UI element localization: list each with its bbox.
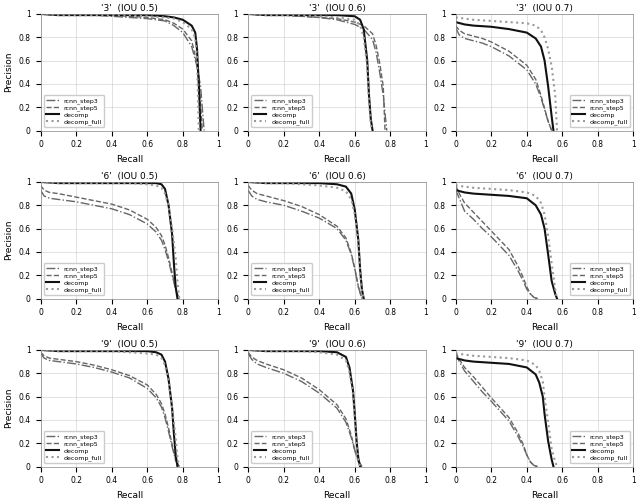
X-axis label: Recall: Recall	[323, 155, 351, 164]
Legend: rcnn_step3, rcnn_step5, decomp, decomp_full: rcnn_step3, rcnn_step5, decomp, decomp_f…	[252, 263, 312, 295]
X-axis label: Recall: Recall	[323, 323, 351, 332]
Legend: rcnn_step3, rcnn_step5, decomp, decomp_full: rcnn_step3, rcnn_step5, decomp, decomp_f…	[570, 95, 630, 128]
X-axis label: Recall: Recall	[116, 155, 143, 164]
Title: '9'  (IOU 0.5): '9' (IOU 0.5)	[101, 340, 158, 349]
Legend: rcnn_step3, rcnn_step5, decomp, decomp_full: rcnn_step3, rcnn_step5, decomp, decomp_f…	[44, 263, 104, 295]
Title: '9'  (IOU 0.6): '9' (IOU 0.6)	[308, 340, 365, 349]
Legend: rcnn_step3, rcnn_step5, decomp, decomp_full: rcnn_step3, rcnn_step5, decomp, decomp_f…	[252, 431, 312, 464]
Y-axis label: Precision: Precision	[4, 52, 13, 93]
Y-axis label: Precision: Precision	[4, 388, 13, 428]
X-axis label: Recall: Recall	[323, 491, 351, 500]
Legend: rcnn_step3, rcnn_step5, decomp, decomp_full: rcnn_step3, rcnn_step5, decomp, decomp_f…	[44, 431, 104, 464]
Title: '6'  (IOU 0.6): '6' (IOU 0.6)	[308, 172, 365, 181]
X-axis label: Recall: Recall	[116, 491, 143, 500]
Y-axis label: Precision: Precision	[4, 220, 13, 261]
Title: '9'  (IOU 0.7): '9' (IOU 0.7)	[516, 340, 573, 349]
X-axis label: Recall: Recall	[531, 323, 558, 332]
Legend: rcnn_step3, rcnn_step5, decomp, decomp_full: rcnn_step3, rcnn_step5, decomp, decomp_f…	[44, 95, 104, 128]
Title: '3'  (IOU 0.7): '3' (IOU 0.7)	[516, 4, 573, 13]
X-axis label: Recall: Recall	[531, 491, 558, 500]
Legend: rcnn_step3, rcnn_step5, decomp, decomp_full: rcnn_step3, rcnn_step5, decomp, decomp_f…	[570, 263, 630, 295]
Legend: rcnn_step3, rcnn_step5, decomp, decomp_full: rcnn_step3, rcnn_step5, decomp, decomp_f…	[570, 431, 630, 464]
Title: '3'  (IOU 0.5): '3' (IOU 0.5)	[101, 4, 158, 13]
X-axis label: Recall: Recall	[531, 155, 558, 164]
Title: '6'  (IOU 0.5): '6' (IOU 0.5)	[101, 172, 158, 181]
Legend: rcnn_step3, rcnn_step5, decomp, decomp_full: rcnn_step3, rcnn_step5, decomp, decomp_f…	[252, 95, 312, 128]
Title: '6'  (IOU 0.7): '6' (IOU 0.7)	[516, 172, 573, 181]
X-axis label: Recall: Recall	[116, 323, 143, 332]
Title: '3'  (IOU 0.6): '3' (IOU 0.6)	[308, 4, 365, 13]
